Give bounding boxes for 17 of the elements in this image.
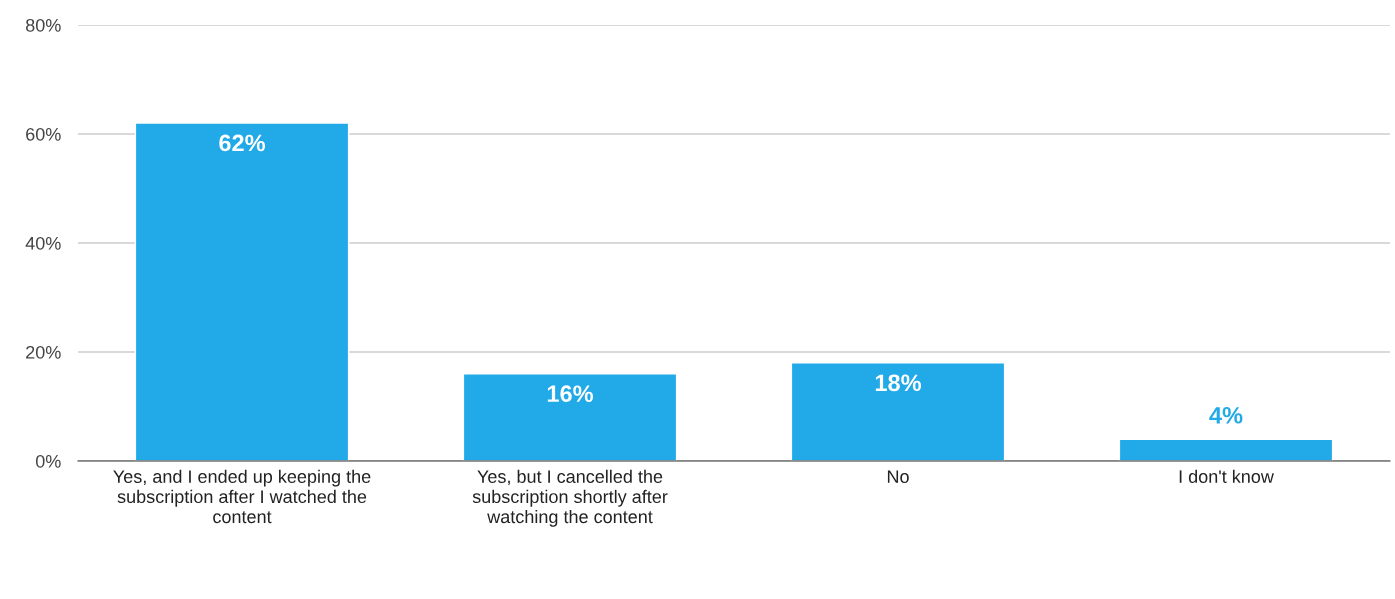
y-tick-label: 40% [25,236,61,250]
x-tick-label: Yes, and I ended up keeping the subscription after I watched the content [113,469,371,524]
y-tick-label: 0% [35,454,61,468]
data-label: 4% [1209,406,1243,424]
y-tick-label: 60% [26,127,61,141]
y-tick-label: 20% [26,345,61,359]
bar [134,122,350,461]
bar [1118,438,1334,461]
bar [462,373,678,461]
data-label: 16% [547,385,594,403]
x-tick-label: No [887,470,909,483]
data-label: 18% [875,374,922,392]
y-tick-label: 80% [25,18,61,32]
x-tick-label: I don't know [1179,469,1274,483]
bar [790,362,1006,461]
data-label: 62% [219,134,266,152]
x-tick-label: Yes, but I cancelled the subscription shortly after watching the content [472,469,668,527]
